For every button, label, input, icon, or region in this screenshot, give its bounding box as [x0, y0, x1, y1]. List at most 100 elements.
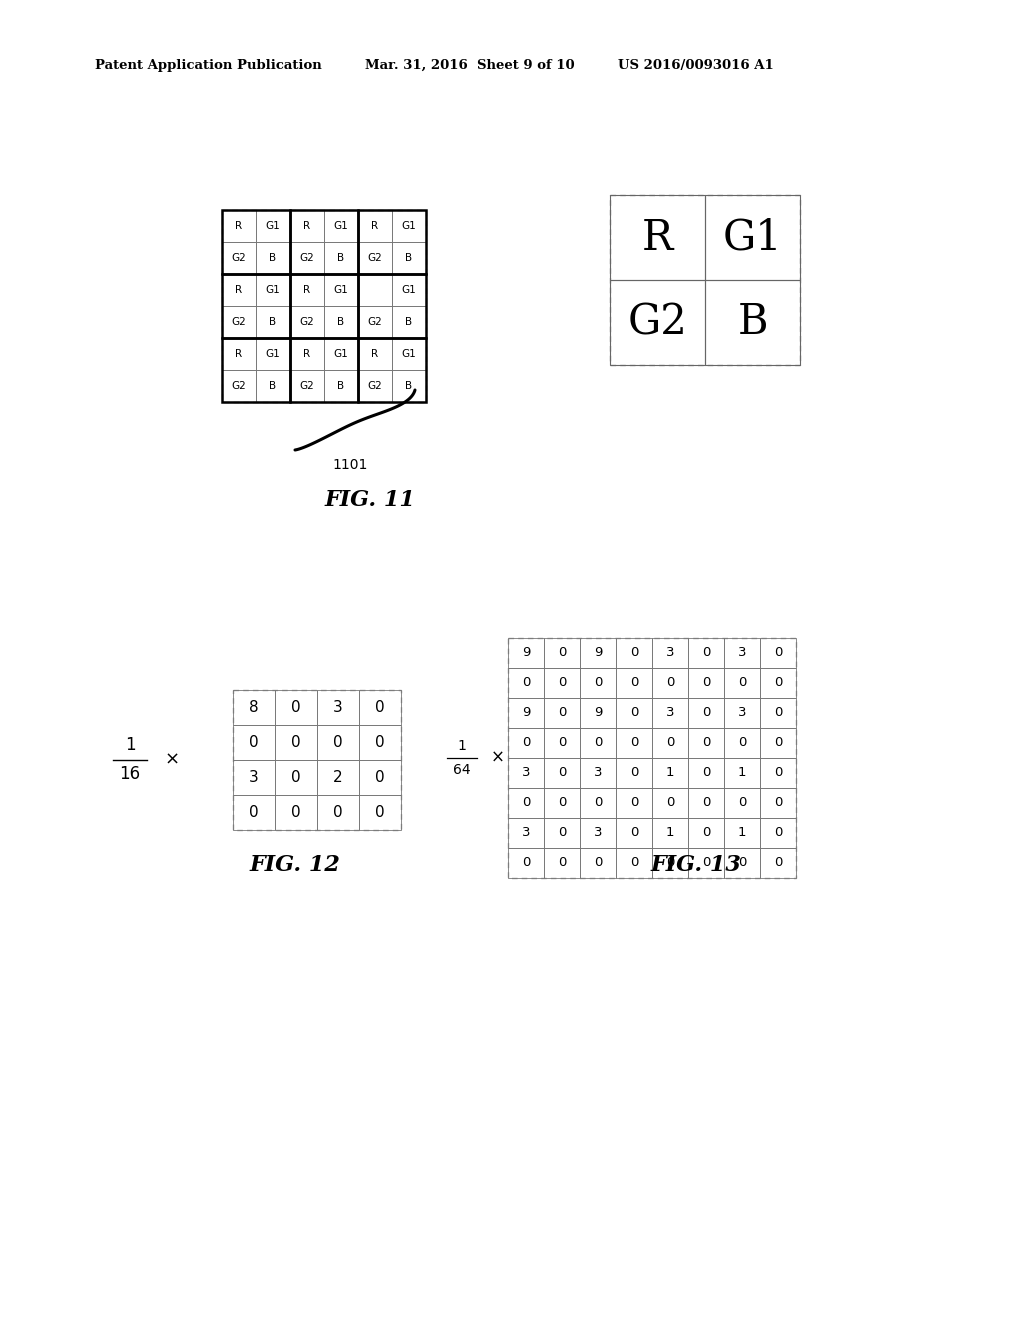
Text: 0: 0	[333, 805, 343, 820]
Text: G1: G1	[265, 348, 281, 359]
Bar	[290, 210, 358, 275]
Text: 0: 0	[774, 706, 782, 719]
Text: ×: ×	[165, 751, 179, 770]
Text: 0: 0	[701, 706, 711, 719]
Bar	[688, 847, 724, 878]
Bar	[275, 760, 317, 795]
Bar	[508, 788, 544, 818]
Text: FIG. 12: FIG. 12	[250, 854, 340, 876]
Bar	[652, 788, 688, 818]
Text: G1: G1	[723, 216, 782, 259]
Bar	[324, 242, 358, 275]
Text: 0: 0	[594, 737, 602, 750]
Bar	[508, 638, 796, 878]
Text: 0: 0	[738, 857, 746, 870]
Bar	[544, 758, 580, 788]
Text: G1: G1	[265, 285, 281, 294]
Bar	[233, 690, 275, 725]
Text: 0: 0	[774, 737, 782, 750]
Text: 9: 9	[594, 706, 602, 719]
Text: 0: 0	[558, 857, 566, 870]
Bar	[724, 729, 760, 758]
Bar	[233, 795, 275, 830]
Bar	[544, 729, 580, 758]
Text: G1: G1	[334, 220, 348, 231]
Bar	[652, 758, 688, 788]
Text: 0: 0	[630, 706, 638, 719]
Text: 0: 0	[333, 735, 343, 750]
Text: 0: 0	[701, 857, 711, 870]
Bar	[324, 275, 358, 306]
Text: 0: 0	[738, 676, 746, 689]
Bar	[616, 758, 652, 788]
Bar	[580, 847, 616, 878]
Bar	[616, 638, 652, 668]
Bar	[580, 788, 616, 818]
Bar	[358, 338, 392, 370]
Text: B: B	[269, 317, 276, 327]
Text: B: B	[406, 381, 413, 391]
Bar	[610, 280, 705, 366]
Text: 0: 0	[558, 706, 566, 719]
Text: 0: 0	[375, 735, 385, 750]
Text: 0: 0	[701, 796, 711, 809]
Bar	[724, 638, 760, 668]
Text: G2: G2	[300, 317, 314, 327]
Text: R: R	[303, 348, 310, 359]
Bar	[760, 668, 796, 698]
Bar	[359, 725, 401, 760]
Bar	[324, 210, 358, 242]
Bar	[652, 847, 688, 878]
Bar	[580, 668, 616, 698]
Bar	[688, 729, 724, 758]
Text: G1: G1	[401, 348, 417, 359]
Text: 0: 0	[666, 737, 674, 750]
Text: 0: 0	[594, 676, 602, 689]
Text: 8: 8	[249, 700, 259, 715]
Text: 0: 0	[701, 826, 711, 840]
Bar	[392, 370, 426, 403]
Text: 0: 0	[558, 826, 566, 840]
Bar	[544, 847, 580, 878]
Bar	[317, 725, 359, 760]
Text: 0: 0	[666, 796, 674, 809]
Text: 0: 0	[774, 767, 782, 780]
Bar	[580, 818, 616, 847]
Bar	[760, 818, 796, 847]
Bar	[760, 758, 796, 788]
Bar	[256, 275, 290, 306]
Text: R: R	[642, 216, 673, 259]
Text: G1: G1	[401, 220, 417, 231]
Bar	[392, 275, 426, 306]
Bar	[652, 668, 688, 698]
Bar	[508, 638, 544, 668]
Bar	[688, 638, 724, 668]
Bar	[256, 242, 290, 275]
Bar	[392, 338, 426, 370]
Text: G2: G2	[231, 381, 247, 391]
Text: G2: G2	[628, 301, 687, 343]
Text: R: R	[303, 285, 310, 294]
Text: B: B	[338, 253, 344, 263]
Text: 0: 0	[291, 770, 301, 785]
Text: 0: 0	[249, 735, 259, 750]
Text: 3: 3	[522, 767, 530, 780]
Bar	[358, 338, 426, 403]
Bar	[724, 758, 760, 788]
Bar	[616, 729, 652, 758]
Bar	[580, 758, 616, 788]
Text: FIG. 11: FIG. 11	[325, 488, 416, 511]
Bar	[290, 242, 324, 275]
Text: 0: 0	[522, 737, 530, 750]
Bar	[222, 370, 256, 403]
Bar	[256, 370, 290, 403]
Text: 9: 9	[522, 647, 530, 660]
Bar	[358, 275, 426, 338]
Text: FIG. 13: FIG. 13	[650, 854, 741, 876]
Bar	[616, 668, 652, 698]
Text: 0: 0	[558, 767, 566, 780]
Bar	[358, 210, 426, 275]
Bar	[508, 758, 544, 788]
Bar	[508, 847, 544, 878]
Bar	[610, 195, 800, 366]
